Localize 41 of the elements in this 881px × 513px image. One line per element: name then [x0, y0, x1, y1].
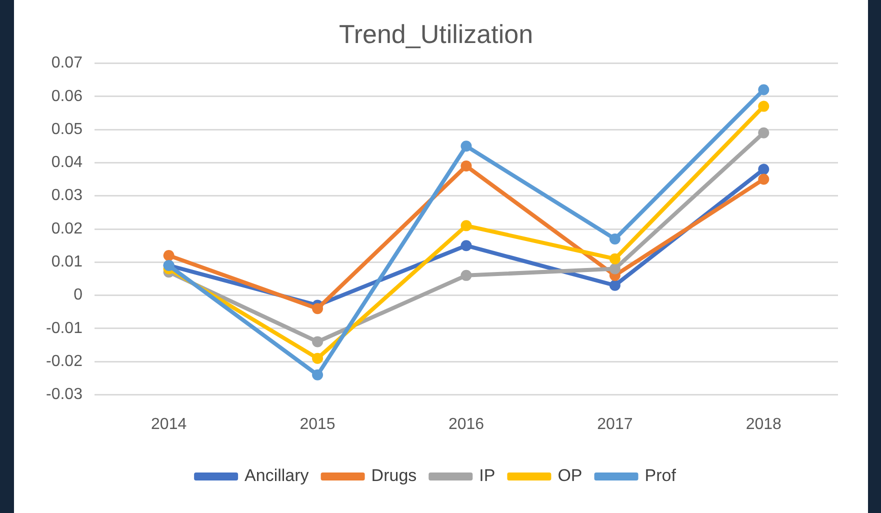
legend-label: Prof: [644, 466, 676, 486]
x-tick-label: 2017: [597, 416, 633, 433]
point: [609, 263, 620, 274]
legend-label: OP: [558, 466, 582, 486]
point: [758, 174, 770, 185]
point: [312, 303, 324, 314]
point: [609, 233, 620, 244]
chart-title: Trend_Utilization: [338, 18, 534, 49]
point: [460, 220, 472, 232]
point: [312, 336, 324, 348]
y-tick-label: 0.03: [51, 187, 83, 204]
y-tick-label: 0.06: [51, 88, 83, 105]
x-tick-label: 2015: [300, 416, 336, 433]
y-tick-label: 0: [74, 286, 83, 304]
legend-label: Ancillary: [244, 466, 310, 486]
y-tick-label: 0.02: [51, 220, 83, 238]
point: [609, 253, 620, 264]
y-tick-label: -0.02: [46, 353, 83, 370]
point: [163, 250, 174, 262]
legend-label: IP: [479, 466, 496, 486]
y-tick-label: 0.01: [51, 254, 83, 271]
x-tick-label: 2016: [448, 416, 484, 433]
y-tick-label: -0.03: [46, 386, 83, 404]
point: [758, 84, 770, 96]
point: [460, 270, 472, 281]
point: [758, 127, 770, 138]
legend-label: Drugs: [371, 466, 417, 486]
x-tick-label: 2018: [746, 416, 782, 433]
point: [758, 164, 770, 175]
point: [460, 140, 472, 152]
point: [609, 280, 620, 291]
y-tick-label: 0.04: [51, 154, 83, 172]
point: [312, 369, 324, 380]
point: [460, 240, 472, 252]
point: [460, 160, 472, 172]
point: [758, 100, 770, 112]
x-tick-label: 2014: [151, 416, 187, 433]
y-tick-label: -0.01: [46, 320, 83, 337]
y-tick-label: 0.07: [51, 54, 83, 72]
point: [312, 352, 324, 364]
y-tick-label: 0.05: [51, 120, 83, 138]
